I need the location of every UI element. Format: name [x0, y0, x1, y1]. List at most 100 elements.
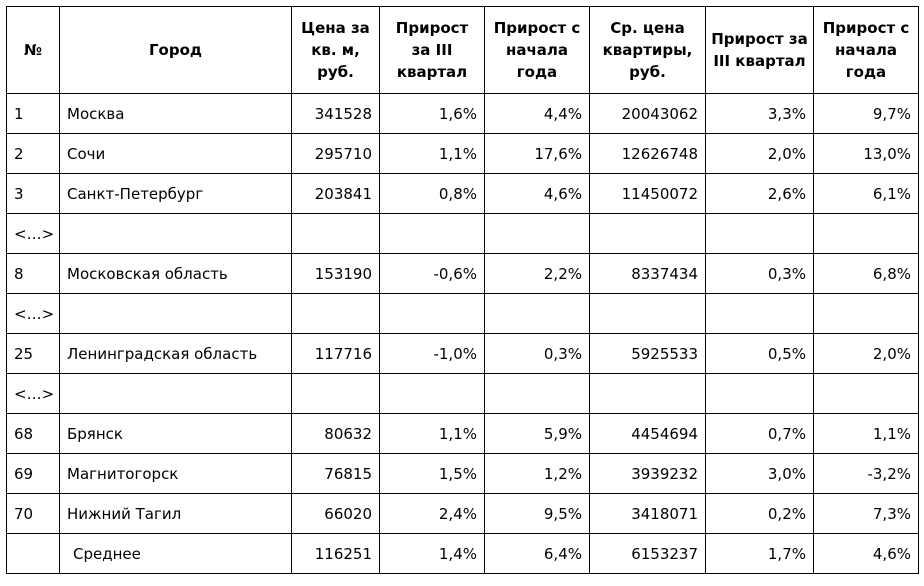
header-city: Город — [59, 6, 292, 94]
cell-price-per-sqm — [291, 373, 380, 414]
cell-apt-growth-ytd: 1,1% — [813, 413, 919, 454]
cell-price-per-sqm: 117716 — [291, 333, 380, 374]
cell-avg-apartment-price: 20043062 — [589, 93, 706, 134]
cell-number: 68 — [6, 413, 60, 454]
cell-number: 1 — [6, 93, 60, 134]
cell-number — [6, 533, 60, 574]
cell-avg-apartment-price: 6153237 — [589, 533, 706, 574]
table-row: 69 Магнитогорск 76815 1,5% 1,2% 3939232 3,0% -3… — [6, 453, 919, 494]
cell-sqm-growth-ytd: 6,4% — [484, 533, 590, 574]
cell-apt-growth-ytd: 4,6% — [813, 533, 919, 574]
table-body: 1 Москва 341528 1,6% 4,4% 20043062 3,3% 9,7% 2 Со… — [6, 93, 919, 574]
cell-city: Москва — [59, 93, 292, 134]
cell-apt-growth-q3 — [705, 213, 814, 254]
cell-price-per-sqm: 153190 — [291, 253, 380, 294]
cell-sqm-growth-ytd: 5,9% — [484, 413, 590, 454]
cell-apt-growth-ytd — [813, 373, 919, 414]
cell-price-per-sqm — [291, 213, 380, 254]
cell-sqm-growth-ytd: 4,6% — [484, 173, 590, 214]
cell-city: Нижний Тагил — [59, 493, 292, 534]
cell-apt-growth-q3: 3,0% — [705, 453, 814, 494]
header-sqm-growth-ytd: Прирост с начала года — [484, 6, 590, 94]
cell-avg-apartment-price: 12626748 — [589, 133, 706, 174]
cell-sqm-growth-q3: 1,6% — [379, 93, 485, 134]
header-avg-apartment-price: Ср. цена квартиры, руб. — [589, 6, 706, 94]
table-row: <…> — [6, 213, 919, 254]
table-row: Среднее 116251 1,4% 6,4% 6153237 1,7% 4,6% — [6, 533, 919, 574]
cell-sqm-growth-q3: 2,4% — [379, 493, 485, 534]
cell-city: Магнитогорск — [59, 453, 292, 494]
cell-number: 69 — [6, 453, 60, 494]
cell-sqm-growth-ytd: 1,2% — [484, 453, 590, 494]
cell-apt-growth-q3: 2,0% — [705, 133, 814, 174]
cell-apt-growth-q3: 2,6% — [705, 173, 814, 214]
cell-number: 25 — [6, 333, 60, 374]
cell-apt-growth-q3: 3,3% — [705, 93, 814, 134]
cell-sqm-growth-q3: -1,0% — [379, 333, 485, 374]
cell-sqm-growth-q3: 1,1% — [379, 413, 485, 454]
cell-apt-growth-q3: 0,3% — [705, 253, 814, 294]
cell-avg-apartment-price: 8337434 — [589, 253, 706, 294]
cell-sqm-growth-q3: 1,1% — [379, 133, 485, 174]
cell-apt-growth-ytd: 13,0% — [813, 133, 919, 174]
cell-sqm-growth-q3 — [379, 293, 485, 334]
cell-number: 8 — [6, 253, 60, 294]
cell-number: <…> — [6, 373, 60, 414]
cell-apt-growth-ytd: 7,3% — [813, 493, 919, 534]
table-row: 1 Москва 341528 1,6% 4,4% 20043062 3,3% 9,7% — [6, 93, 919, 134]
cell-apt-growth-ytd: 2,0% — [813, 333, 919, 374]
cell-city: Брянск — [59, 413, 292, 454]
cell-sqm-growth-ytd — [484, 213, 590, 254]
cell-city: Сочи — [59, 133, 292, 174]
header-row: № Город Цена за кв. м, руб. Прирост за I… — [6, 6, 919, 94]
cell-avg-apartment-price: 3418071 — [589, 493, 706, 534]
cell-city: Санкт-Петербург — [59, 173, 292, 214]
cell-number: <…> — [6, 293, 60, 334]
cell-city — [59, 293, 292, 334]
cell-apt-growth-q3: 0,2% — [705, 493, 814, 534]
cell-apt-growth-ytd — [813, 213, 919, 254]
cell-apt-growth-q3: 0,7% — [705, 413, 814, 454]
cell-sqm-growth-ytd — [484, 293, 590, 334]
cell-sqm-growth-q3: 1,4% — [379, 533, 485, 574]
cell-price-per-sqm: 80632 — [291, 413, 380, 454]
table-row: 2 Сочи 295710 1,1% 17,6% 12626748 2,0% 13,0% — [6, 133, 919, 174]
cell-avg-apartment-price: 4454694 — [589, 413, 706, 454]
header-apt-growth-q3: Прирост за III квартал — [705, 6, 814, 94]
cell-number: 70 — [6, 493, 60, 534]
table-row: 68 Брянск 80632 1,1% 5,9% 4454694 0,7% 1,1% — [6, 413, 919, 454]
header-number: № — [6, 6, 60, 94]
cell-number: <…> — [6, 213, 60, 254]
cell-price-per-sqm: 295710 — [291, 133, 380, 174]
cell-avg-apartment-price — [589, 373, 706, 414]
cell-sqm-growth-ytd: 2,2% — [484, 253, 590, 294]
cell-city: Среднее — [59, 533, 292, 574]
cell-apt-growth-ytd: 6,8% — [813, 253, 919, 294]
header-sqm-growth-q3: Прирост за III квартал — [379, 6, 485, 94]
cell-sqm-growth-q3: 0,8% — [379, 173, 485, 214]
cell-sqm-growth-ytd: 17,6% — [484, 133, 590, 174]
header-price-per-sqm: Цена за кв. м, руб. — [291, 6, 380, 94]
cell-sqm-growth-ytd: 9,5% — [484, 493, 590, 534]
cell-city — [59, 213, 292, 254]
cell-price-per-sqm: 66020 — [291, 493, 380, 534]
cell-city: Московская область — [59, 253, 292, 294]
cell-apt-growth-ytd: -3,2% — [813, 453, 919, 494]
cell-city: Ленинградская область — [59, 333, 292, 374]
cell-avg-apartment-price — [589, 213, 706, 254]
table-row: <…> — [6, 373, 919, 414]
table-row: 3 Санкт-Петербург 203841 0,8% 4,6% 11450072 2,… — [6, 173, 919, 214]
table-row: 70 Нижний Тагил 66020 2,4% 9,5% 3418071 0,2% 7,… — [6, 493, 919, 534]
cell-apt-growth-ytd: 9,7% — [813, 93, 919, 134]
cell-sqm-growth-ytd — [484, 373, 590, 414]
price-table: № Город Цена за кв. м, руб. Прирост за I… — [6, 6, 919, 574]
cell-sqm-growth-q3: -0,6% — [379, 253, 485, 294]
cell-avg-apartment-price: 5925533 — [589, 333, 706, 374]
cell-price-per-sqm: 116251 — [291, 533, 380, 574]
table-row: <…> — [6, 293, 919, 334]
cell-apt-growth-q3 — [705, 373, 814, 414]
cell-sqm-growth-q3 — [379, 373, 485, 414]
cell-price-per-sqm: 341528 — [291, 93, 380, 134]
cell-sqm-growth-q3: 1,5% — [379, 453, 485, 494]
cell-avg-apartment-price: 11450072 — [589, 173, 706, 214]
